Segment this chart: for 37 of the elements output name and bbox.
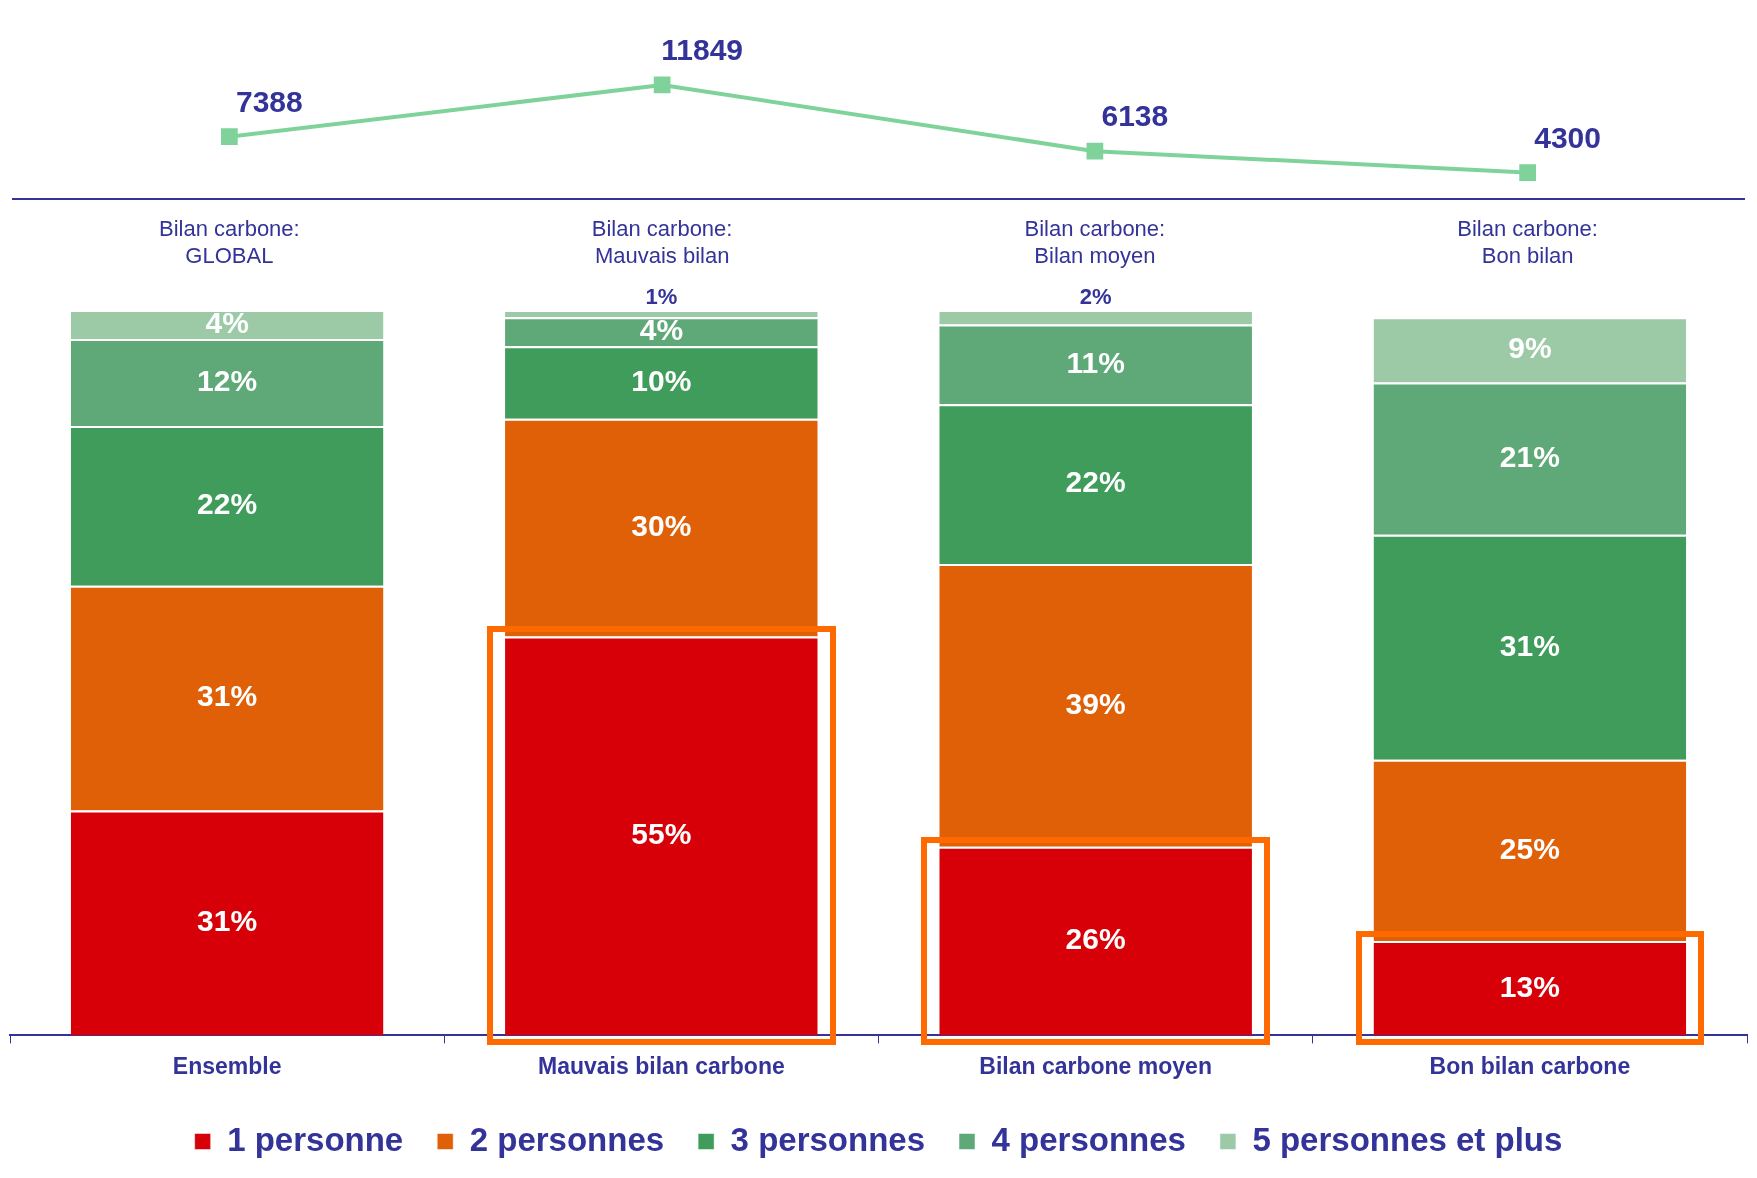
- data-label: 21%: [1499, 439, 1560, 473]
- data-label: 7388: [236, 84, 303, 118]
- data-label: 11849: [661, 33, 744, 67]
- data-label: 4%: [205, 305, 249, 339]
- data-label: 9%: [1508, 331, 1552, 365]
- data-label: 12%: [197, 363, 258, 397]
- data-label: 2%: [1079, 284, 1112, 310]
- x-tick-label: Bilan carbone: GLOBAL: [159, 216, 300, 268]
- data-label: 1%: [645, 284, 678, 310]
- x-tick-label: Bilan carbone: Bilan moyen: [1024, 216, 1166, 268]
- x-tick-label: Bilan carbone: Mauvais bilan: [591, 216, 733, 268]
- data-label: 55%: [631, 817, 692, 851]
- data-label: 25%: [1499, 831, 1560, 865]
- x-tick-label: Mauvais bilan carbone: [538, 1052, 785, 1079]
- data-label: 30%: [631, 508, 692, 542]
- legend-label: 5 personnes et plus: [1252, 1120, 1563, 1158]
- data-label: 4300: [1534, 120, 1601, 154]
- x-tick-label: Bilan carbone moyen: [979, 1052, 1212, 1079]
- data-label: 31%: [197, 679, 258, 713]
- data-label: 6138: [1101, 99, 1169, 133]
- data-label: 39%: [1065, 686, 1126, 720]
- x-tick-label: Ensemble: [172, 1052, 282, 1079]
- data-label: 13%: [1499, 969, 1560, 1003]
- data-label: 31%: [1499, 628, 1560, 662]
- data-label: 10%: [631, 363, 692, 397]
- data-label: 22%: [1065, 465, 1126, 499]
- data-label: 31%: [197, 904, 258, 938]
- x-tick-label: Bilan carbone: Bon bilan: [1457, 216, 1598, 268]
- x-tick-label: Bon bilan carbone: [1429, 1052, 1631, 1079]
- legend-label: 4 personnes: [991, 1120, 1186, 1158]
- data-label: 22%: [197, 487, 258, 521]
- legend-label: 3 personnes: [730, 1120, 926, 1158]
- data-label: 26%: [1065, 922, 1126, 956]
- legend-label: 2 personnes: [469, 1120, 665, 1158]
- data-label: 11%: [1066, 345, 1125, 379]
- legend-label: 1 personne: [227, 1120, 404, 1158]
- data-label: 4%: [639, 313, 684, 347]
